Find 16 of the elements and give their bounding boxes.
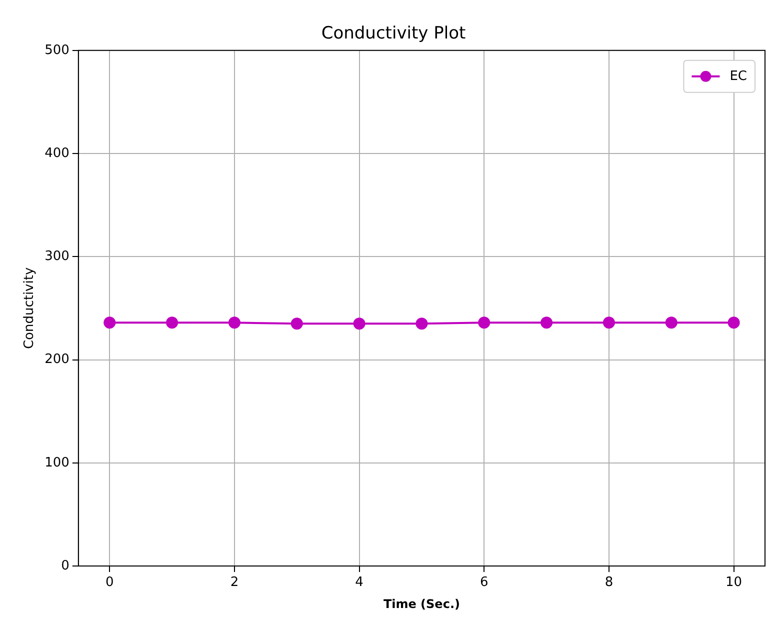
chart-title: Conductivity Plot xyxy=(321,24,466,44)
legend-label: EC xyxy=(730,68,748,84)
x-axis-title: Time (Sec.) xyxy=(383,596,460,611)
x-tick-label: 8 xyxy=(604,575,614,590)
y-tick-label: 300 xyxy=(44,249,70,264)
y-tick-label: 200 xyxy=(44,352,70,368)
x-tick-label: 6 xyxy=(480,575,488,590)
y-tick-label: 400 xyxy=(44,146,70,161)
x-tick-label: 2 xyxy=(230,575,239,590)
x-tick-label: 10 xyxy=(726,575,742,590)
y-tick-label: 0 xyxy=(61,558,70,574)
x-tick-label: 4 xyxy=(355,575,364,590)
y-tick-label: 100 xyxy=(44,455,70,470)
x-tick-label: 0 xyxy=(105,575,114,590)
y-tick-label: 500 xyxy=(44,42,70,58)
y-axis-title: Conductivity xyxy=(22,267,38,350)
